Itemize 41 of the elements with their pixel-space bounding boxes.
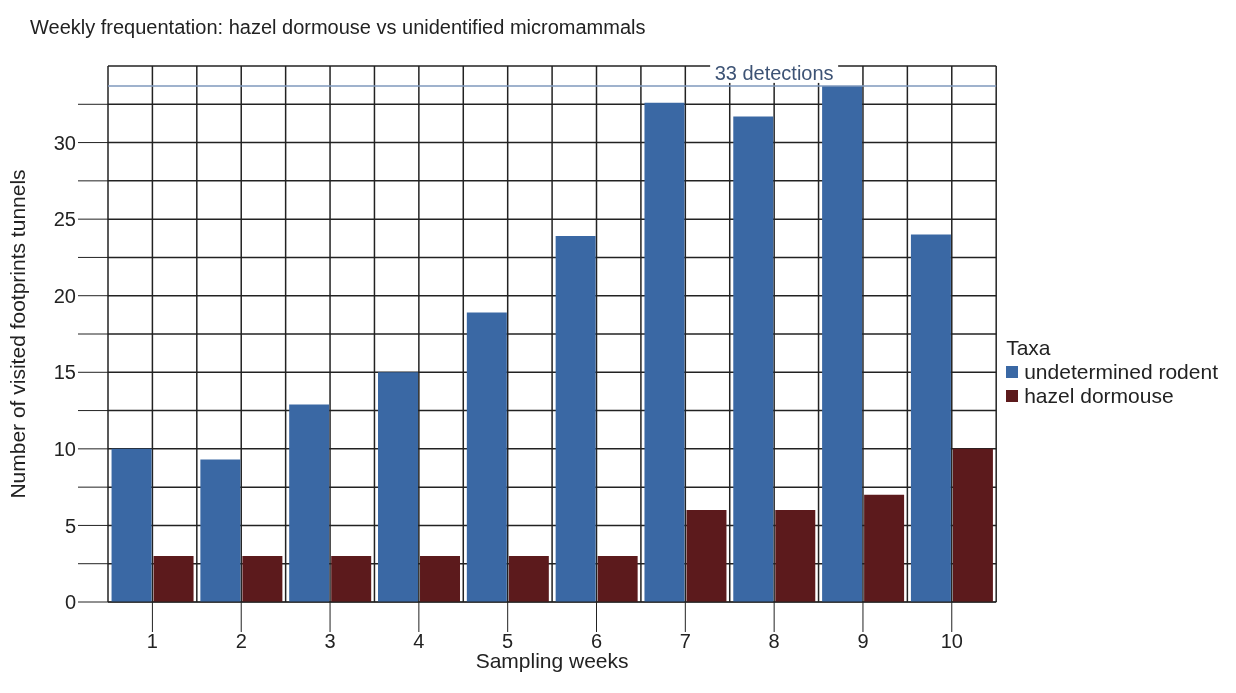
bar: [822, 85, 863, 602]
x-tick-label: 3: [324, 630, 336, 653]
bar: [242, 556, 283, 602]
y-tick-label: 30: [53, 131, 76, 154]
bar: [420, 556, 461, 602]
bar: [864, 494, 905, 602]
bar: [378, 372, 419, 602]
bar: [733, 116, 774, 602]
bar: [508, 556, 549, 602]
x-tick-label: 10: [940, 630, 963, 653]
legend-label: hazel dormouse: [1024, 384, 1174, 408]
x-tick-label: 9: [857, 630, 869, 653]
y-tick-label: 0: [64, 591, 76, 614]
bar: [597, 556, 638, 602]
bar: [466, 312, 507, 602]
bar: [775, 510, 816, 602]
x-tick-label: 2: [235, 630, 247, 653]
legend-title: Taxa: [1006, 336, 1052, 360]
x-tick-label: 8: [768, 630, 780, 653]
x-tick-label: 4: [413, 630, 425, 653]
y-tick-label: 20: [53, 284, 76, 307]
bar: [644, 102, 685, 602]
bar: [200, 459, 241, 602]
y-tick-label: 15: [53, 361, 76, 384]
bar: [686, 510, 727, 602]
legend-label: undetermined rodent: [1024, 360, 1218, 384]
y-axis-title: Number of visited footprints tunnels: [6, 169, 30, 499]
bar: [331, 556, 372, 602]
bar: [289, 404, 330, 602]
x-tick-label: 1: [146, 630, 158, 653]
bar: [153, 556, 194, 602]
chart-title: Weekly frequentation: hazel dormouse vs unidentified micromammals: [29, 15, 647, 40]
x-tick-label: 7: [679, 630, 691, 653]
y-tick-label: 10: [53, 437, 76, 460]
bar: [555, 235, 596, 602]
y-tick-label: 5: [64, 514, 76, 537]
y-tick-label: 25: [53, 208, 76, 231]
bar: [910, 234, 951, 602]
bar: [952, 448, 993, 602]
bar: [111, 448, 152, 602]
ref-line-label: 33 detections: [714, 61, 834, 84]
